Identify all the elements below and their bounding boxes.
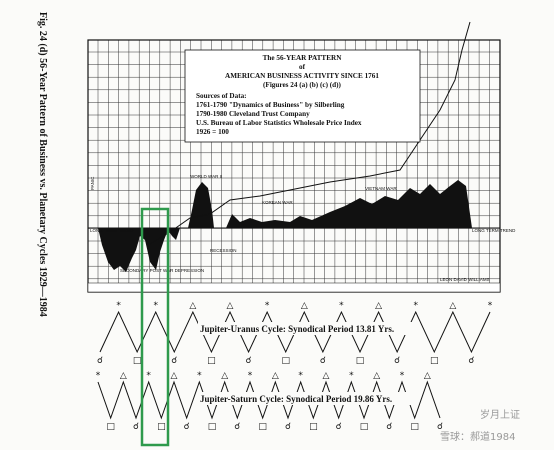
title-line: 1790-1980 Cleveland Trust Company — [196, 110, 310, 118]
cycle-label-bg — [198, 322, 418, 335]
aspect-symbol: △ — [375, 301, 382, 311]
aspect-symbol: ☌ — [320, 356, 326, 366]
label: SECONDARY POST WAR DEPRESSION — [120, 268, 204, 273]
title-box — [184, 49, 421, 143]
aspect-symbol: * — [339, 301, 344, 311]
aspect-symbol: △ — [227, 301, 234, 311]
aspect-symbol: ☌ — [394, 356, 400, 366]
title-line: The 56-YEAR PATTERN — [263, 54, 343, 62]
aspect-symbol: □ — [106, 422, 115, 432]
aspect-symbol: □ — [360, 422, 369, 432]
aspect-symbol: * — [349, 371, 354, 381]
aspect-symbol: △ — [301, 301, 308, 311]
title-line: 1761-1790 "Dynamics of Business" by Silb… — [196, 101, 345, 109]
aspect-symbol: * — [265, 301, 270, 311]
caption: Fig. 24 (d) 56-Year Pattern of Business … — [37, 12, 48, 317]
year-strip — [87, 282, 501, 293]
title-line: AMERICAN BUSINESS ACTIVITY SINCE 1761 — [225, 72, 379, 80]
title-line: U.S. Bureau of Labor Statistics Wholesal… — [196, 119, 362, 127]
war-area — [188, 182, 214, 228]
aspect-symbol: △ — [449, 301, 456, 311]
postwar-area — [226, 180, 472, 228]
label: KOREAN WAR — [262, 200, 293, 205]
aspect-symbol: △ — [424, 371, 431, 381]
aspect-symbol: □ — [207, 356, 216, 366]
watermark: 岁月上证 — [480, 408, 520, 421]
cycle-label-bg — [198, 392, 418, 405]
label: WORLD WAR II — [190, 174, 222, 179]
aspect-symbol: * — [488, 301, 493, 311]
aspect-symbol: * — [197, 371, 202, 381]
aspect-symbol: □ — [430, 356, 439, 366]
aspect-symbol: * — [146, 371, 151, 381]
depression-area — [98, 228, 180, 272]
aspect-symbol: * — [400, 371, 405, 381]
label: LEON DAVID WILLIAMS — [440, 277, 490, 282]
aspect-symbol: □ — [281, 356, 290, 366]
title-line: of — [299, 63, 306, 71]
aspect-symbol: * — [96, 371, 101, 381]
aspect-symbol: □ — [133, 356, 142, 366]
aspect-symbol: ☌ — [234, 422, 240, 432]
aspect-symbol: ☌ — [285, 422, 291, 432]
aspect-symbol: * — [116, 301, 121, 311]
aspect-symbol: △ — [171, 371, 178, 381]
aspect-symbol: ☌ — [171, 356, 177, 366]
aspect-symbol: □ — [208, 422, 217, 432]
aspect-symbol: □ — [410, 422, 419, 432]
watermark: 雪球：郝道1984 — [440, 430, 515, 443]
aspect-symbol: * — [248, 371, 253, 381]
aspect-symbol: ☌ — [97, 356, 103, 366]
aspect-symbol: ☌ — [246, 356, 252, 366]
aspect-symbol: □ — [309, 422, 318, 432]
cycle-label: Jupiter-Saturn Cycle: Synodical Period 1… — [200, 394, 392, 404]
label: RECESSION — [210, 248, 237, 253]
label: LONG TERM TREND — [472, 228, 516, 233]
price-index-line — [149, 21, 471, 245]
title-line: 1926 = 100 — [196, 128, 229, 136]
aspect-symbol: △ — [272, 371, 279, 381]
label: PANIC — [90, 176, 95, 190]
aspect-symbol: △ — [373, 371, 380, 381]
label: VIETNAM WAR — [365, 186, 397, 191]
aspect-symbol: * — [413, 301, 418, 311]
aspect-symbol: ☌ — [133, 422, 139, 432]
highlight-box — [140, 207, 170, 447]
aspect-symbol: * — [298, 371, 303, 381]
aspect-symbol: □ — [157, 422, 166, 432]
aspect-symbol: ☌ — [336, 422, 342, 432]
aspect-symbol: △ — [120, 371, 127, 381]
aspect-symbol: ☌ — [468, 356, 474, 366]
aspect-symbol: △ — [323, 371, 330, 381]
aspect-symbol: ☌ — [437, 422, 443, 432]
aspect-symbol: ☌ — [386, 422, 392, 432]
title-line: (Figures 24 (a) (b) (c) (d)) — [263, 81, 342, 89]
aspect-symbol: △ — [189, 301, 196, 311]
cycles: ☌*□*☌△□△☌*□△☌*□△☌*□△☌*Jupiter-Uranus Cyc… — [96, 301, 493, 432]
label: LONG TERM TREND — [90, 228, 134, 233]
aspect-symbol: □ — [258, 422, 267, 432]
title-line: Sources of Data: — [196, 92, 247, 100]
cycle-label: Jupiter-Uranus Cycle: Synodical Period 1… — [200, 324, 394, 334]
aspect-symbol: △ — [221, 371, 228, 381]
aspect-symbol: □ — [356, 356, 365, 366]
aspect-symbol: * — [153, 301, 158, 311]
aspect-symbol: ☌ — [184, 422, 190, 432]
